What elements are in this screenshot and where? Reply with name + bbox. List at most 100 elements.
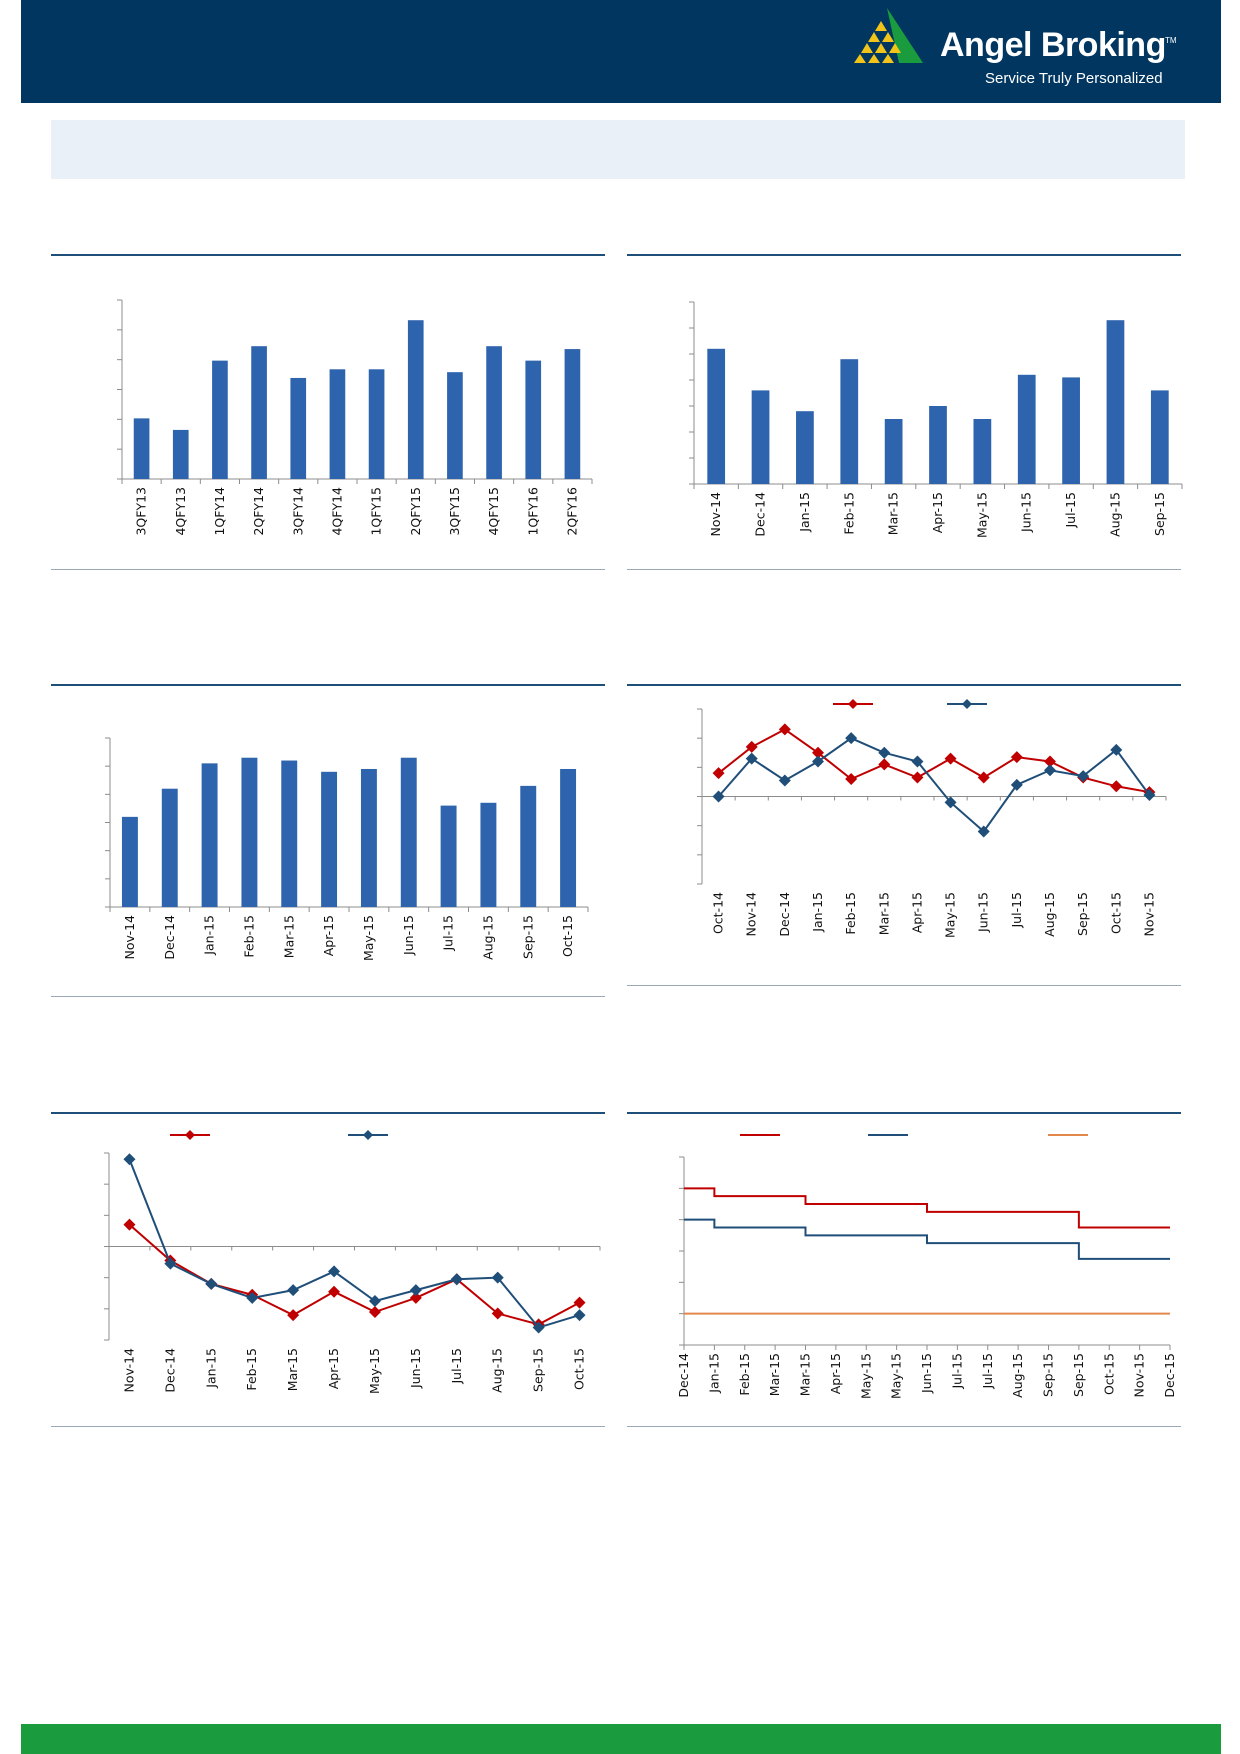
x-tick-label: Jul-15 bbox=[441, 915, 456, 952]
x-tick-label: Feb-15 bbox=[244, 1348, 259, 1391]
data-point bbox=[778, 774, 791, 787]
x-tick-label: Nov-15 bbox=[1132, 1353, 1147, 1397]
x-tick-label: Jan-15 bbox=[202, 915, 217, 956]
bar bbox=[884, 419, 903, 484]
data-point bbox=[845, 773, 858, 785]
x-tick-label: Feb-15 bbox=[241, 915, 256, 958]
bar bbox=[281, 760, 298, 907]
x-tick-label: 4QFY15 bbox=[486, 487, 501, 536]
x-tick-label: May-15 bbox=[361, 915, 376, 961]
data-point bbox=[450, 1273, 463, 1286]
x-tick-label: Nov-14 bbox=[121, 1348, 136, 1393]
x-tick-label: Dec-14 bbox=[162, 1348, 177, 1393]
bar bbox=[525, 360, 542, 479]
data-point bbox=[205, 1277, 218, 1290]
bar bbox=[212, 360, 228, 479]
section-rule bbox=[51, 254, 605, 256]
bar bbox=[329, 369, 346, 479]
section-rule bbox=[51, 1112, 605, 1114]
x-tick-label: Aug-15 bbox=[1010, 1353, 1025, 1398]
x-tick-label: Jun-15 bbox=[919, 1353, 934, 1394]
bar bbox=[1062, 377, 1080, 484]
data-point bbox=[123, 1153, 136, 1166]
data-point bbox=[944, 752, 957, 765]
x-tick-label: May-15 bbox=[889, 1353, 904, 1399]
x-tick-label: 3QFY15 bbox=[447, 487, 462, 536]
x-tick-label: Jul-15 bbox=[449, 1348, 464, 1385]
x-tick-label: Jun-15 bbox=[976, 892, 991, 933]
data-point bbox=[450, 1273, 463, 1286]
data-point bbox=[532, 1318, 545, 1331]
x-tick-label: Nov-14 bbox=[122, 915, 137, 960]
x-tick-label: Jun-15 bbox=[1019, 492, 1034, 533]
x-tick-label: 1QFY16 bbox=[525, 487, 540, 536]
report-banner bbox=[51, 120, 1185, 179]
x-tick-label: Mar-15 bbox=[876, 892, 891, 935]
series-line-2 bbox=[128, 1158, 580, 1329]
x-tick-label: Apr-15 bbox=[321, 915, 336, 956]
x-tick-label: Oct-15 bbox=[560, 915, 575, 957]
bar bbox=[564, 349, 581, 479]
x-tick-label: Oct-14 bbox=[711, 892, 726, 934]
data-point bbox=[491, 1271, 504, 1284]
legend-marker bbox=[848, 699, 858, 709]
data-point bbox=[878, 746, 891, 759]
brand-tagline: Service Truly Personalized bbox=[985, 70, 1163, 87]
data-point bbox=[911, 771, 924, 784]
data-point bbox=[491, 1307, 504, 1320]
data-point bbox=[1110, 780, 1123, 793]
x-tick-label: Mar-15 bbox=[285, 1348, 300, 1391]
page-header bbox=[21, 0, 1221, 103]
x-tick-label: Dec-15 bbox=[1162, 1353, 1177, 1398]
footer-bar bbox=[21, 1724, 1221, 1754]
data-point bbox=[409, 1291, 422, 1304]
x-tick-label: Apr-15 bbox=[909, 892, 924, 933]
series-line-1 bbox=[717, 728, 1150, 794]
x-tick-label: Jul-15 bbox=[1009, 892, 1024, 929]
x-tick-label: Sep-15 bbox=[1152, 492, 1167, 536]
bar bbox=[251, 346, 267, 479]
data-point bbox=[745, 740, 758, 753]
x-tick-label: Jun-15 bbox=[408, 1348, 423, 1389]
data-point bbox=[778, 723, 791, 736]
x-tick-label: Dec-14 bbox=[777, 892, 792, 937]
x-tick-label: 1QFY15 bbox=[369, 487, 384, 536]
bar bbox=[172, 429, 189, 479]
data-point bbox=[845, 732, 858, 745]
data-point bbox=[1044, 755, 1056, 768]
data-point bbox=[573, 1309, 586, 1322]
data-point bbox=[1044, 764, 1056, 777]
bar bbox=[133, 418, 150, 479]
x-tick-label: Sep-15 bbox=[1075, 892, 1090, 936]
data-point bbox=[878, 758, 891, 771]
bar bbox=[560, 768, 577, 907]
bar bbox=[929, 406, 947, 484]
x-tick-label: 2QFY14 bbox=[251, 487, 266, 536]
x-tick-label: Dec-14 bbox=[162, 915, 177, 960]
bar bbox=[480, 802, 497, 907]
bar bbox=[1150, 390, 1169, 484]
x-tick-label: Aug-15 bbox=[1042, 892, 1057, 937]
data-point bbox=[1010, 751, 1023, 764]
x-tick-label: Mar-15 bbox=[798, 1353, 813, 1396]
x-tick-label: Oct-15 bbox=[1108, 892, 1123, 934]
bar bbox=[973, 419, 992, 484]
x-tick-label: Sep-15 bbox=[520, 915, 535, 959]
data-point bbox=[573, 1296, 586, 1309]
x-tick-label: Mar-15 bbox=[767, 1353, 782, 1396]
bar bbox=[751, 390, 770, 484]
series-line-2 bbox=[717, 737, 1151, 833]
data-point bbox=[328, 1285, 341, 1298]
brand-trademark: TM bbox=[1165, 36, 1177, 45]
x-tick-label: 3QFY14 bbox=[290, 487, 305, 536]
bar bbox=[520, 785, 537, 907]
bar bbox=[368, 369, 385, 479]
bar bbox=[440, 805, 457, 907]
x-tick-label: Oct-15 bbox=[572, 1348, 587, 1390]
x-tick-label: May-15 bbox=[943, 892, 958, 938]
x-tick-label: May-15 bbox=[367, 1348, 382, 1394]
data-point bbox=[1143, 789, 1156, 802]
